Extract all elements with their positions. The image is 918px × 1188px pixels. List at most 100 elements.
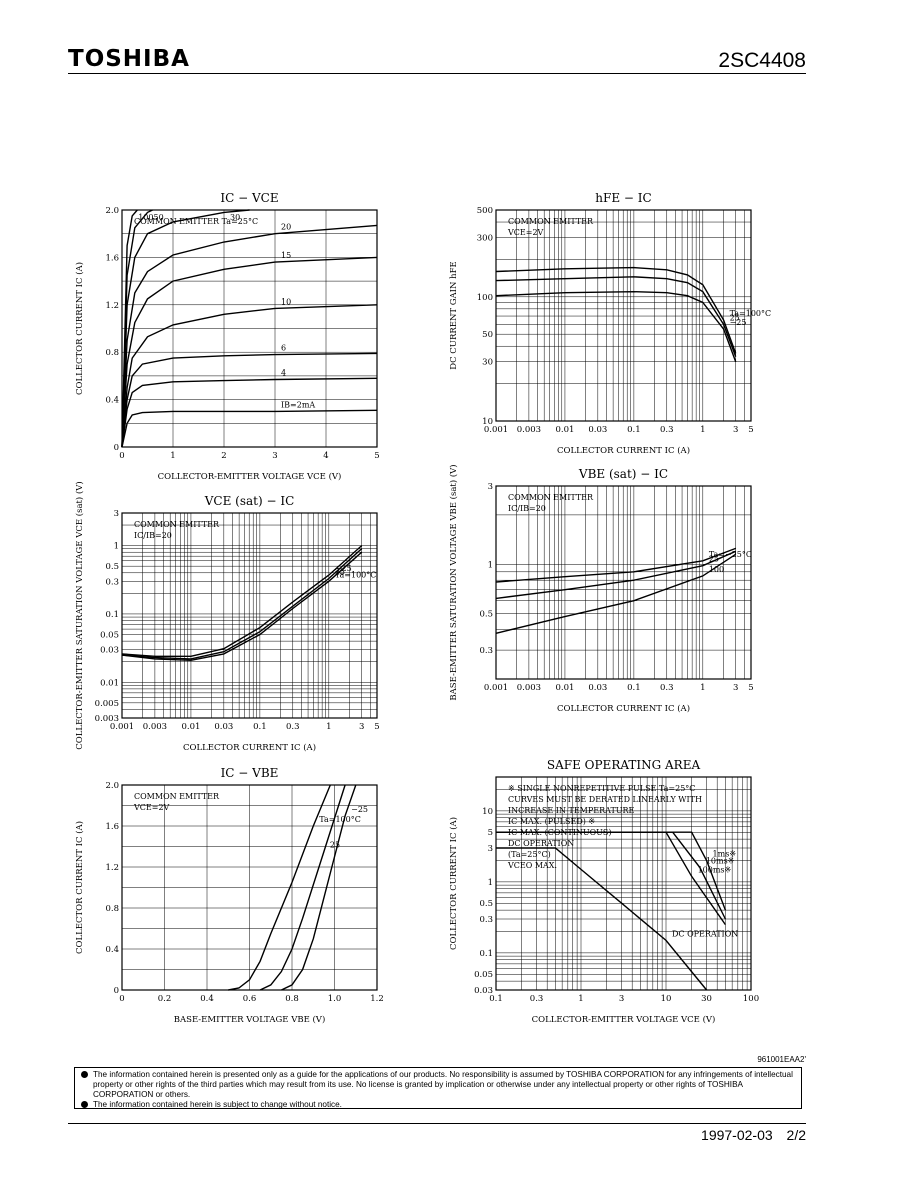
series-label: 6 bbox=[281, 344, 286, 353]
y-tick-label: 10 bbox=[482, 417, 493, 427]
x-tick-label: 0.3 bbox=[660, 425, 674, 435]
series-line bbox=[121, 224, 378, 448]
x-tick-label: 1 bbox=[578, 994, 583, 1004]
series-label: 4 bbox=[281, 368, 286, 377]
y-tick-label: 1.6 bbox=[105, 822, 119, 832]
x-tick-label: 2 bbox=[221, 451, 226, 461]
y-axis-label: COLLECTOR CURRENT IC (A) bbox=[74, 262, 85, 395]
chart-1: 0 1 2 3 4 500.40.81.21.62.0IC − VCECOLLECTOR-… bbox=[74, 191, 380, 482]
chart-annotation: COMMON EMITTER bbox=[508, 217, 594, 226]
y-tick-label: 0.5 bbox=[105, 562, 119, 572]
y-tick-label: 3 bbox=[114, 509, 119, 519]
x-axis-label: COLLECTOR CURRENT IC (A) bbox=[557, 703, 690, 714]
series-line bbox=[495, 550, 736, 600]
series-label: −25 bbox=[730, 318, 747, 327]
x-tick-label: 30 bbox=[701, 994, 712, 1004]
y-tick-label: 300 bbox=[477, 234, 493, 244]
series-label: 10 bbox=[281, 297, 291, 306]
x-tick-label: 0.1 bbox=[627, 683, 641, 693]
x-axis-label: COLLECTOR-EMITTER VOLTAGE VCE (V) bbox=[532, 1014, 716, 1025]
y-tick-label: 1.6 bbox=[105, 253, 119, 263]
x-tick-label: 1.0 bbox=[328, 994, 342, 1004]
chart-6: 0.1 0.3 1 3 10 30 100 0.03 0.05 0.1 0.3 0.5 1 3 5 10 SAF… bbox=[448, 758, 759, 1025]
series-line bbox=[121, 548, 363, 660]
y-tick-label: 1.2 bbox=[105, 863, 119, 873]
chart-title: IC − VBE bbox=[221, 766, 279, 780]
y-tick-label: 3 bbox=[488, 844, 493, 854]
x-tick-label: 3 bbox=[733, 425, 738, 435]
chart-annotation: CURVES MUST BE DERATED LINEARLY WITH bbox=[508, 795, 702, 804]
y-tick-label: 0.5 bbox=[479, 899, 493, 909]
x-tick-label: 1 bbox=[700, 683, 705, 693]
series-line bbox=[496, 831, 726, 926]
grid bbox=[122, 513, 377, 718]
plot-frame bbox=[495, 485, 752, 680]
plot-frame bbox=[121, 512, 378, 719]
y-tick-label: 0.005 bbox=[95, 699, 119, 709]
x-tick-label: 0.003 bbox=[517, 683, 541, 693]
x-tick-label: 0.001 bbox=[110, 722, 134, 732]
disclaimer-text: The information contained herein is pres… bbox=[93, 1070, 793, 1099]
chart-annotation: DC OPERATION bbox=[508, 839, 574, 848]
y-tick-label: 0.8 bbox=[105, 348, 119, 358]
series-line bbox=[281, 784, 357, 991]
x-tick-label: 3 bbox=[733, 683, 738, 693]
chart-annotation: IC MAX. (CONTINUOUS) bbox=[508, 828, 612, 837]
y-tick-label: 0 bbox=[114, 986, 119, 996]
x-tick-label: 0.6 bbox=[243, 994, 257, 1004]
series-line bbox=[121, 256, 378, 448]
y-tick-label: 1 bbox=[488, 878, 493, 888]
series-line bbox=[121, 409, 378, 448]
x-axis-label: COLLECTOR-EMITTER VOLTAGE VCE (V) bbox=[158, 471, 342, 482]
x-tick-label: 0 bbox=[119, 451, 124, 461]
chart-annotation: VCEO MAX. bbox=[507, 861, 557, 870]
header-rule bbox=[68, 73, 806, 74]
y-tick-label: 0.1 bbox=[479, 949, 493, 959]
series-label: 100 bbox=[709, 565, 724, 574]
chart-annotation: COMMON EMITTER Ta=25°C bbox=[134, 217, 258, 226]
disclaimer-text: The information contained herein is subj… bbox=[93, 1100, 342, 1109]
y-tick-label: 0.05 bbox=[100, 631, 119, 641]
chart-annotation: IC/IB=20 bbox=[508, 504, 546, 513]
x-tick-label: 0.3 bbox=[530, 994, 544, 1004]
x-tick-label: 5 bbox=[374, 451, 379, 461]
y-tick-label: 0.4 bbox=[105, 396, 119, 406]
series-line bbox=[121, 551, 363, 662]
series-label: Ta=100°C bbox=[319, 815, 361, 824]
series-line bbox=[495, 266, 737, 354]
y-tick-label: 50 bbox=[482, 330, 493, 340]
chart-annotation: IC MAX. (PULSED) ※ bbox=[508, 817, 595, 826]
series-label: 20 bbox=[281, 223, 291, 232]
y-tick-label: 0.05 bbox=[474, 970, 493, 980]
x-tick-label: 10 bbox=[661, 994, 672, 1004]
part-number: 2SC4408 bbox=[718, 49, 806, 72]
y-tick-label: 2.0 bbox=[105, 781, 119, 791]
chart-annotation: COMMON EMITTER bbox=[134, 792, 220, 801]
series-line bbox=[495, 290, 737, 362]
grid bbox=[496, 486, 751, 679]
x-tick-label: 3 bbox=[272, 451, 277, 461]
series-line bbox=[495, 547, 736, 583]
x-tick-label: 5 bbox=[748, 683, 753, 693]
x-tick-label: 0.01 bbox=[181, 722, 200, 732]
x-axis-label: COLLECTOR CURRENT IC (A) bbox=[557, 445, 690, 456]
x-tick-label: 0.1 bbox=[627, 425, 641, 435]
grid bbox=[496, 210, 751, 421]
series-label: 100 bbox=[138, 213, 153, 222]
series-label: 1ms※ bbox=[713, 850, 736, 859]
y-tick-label: 500 bbox=[477, 206, 493, 216]
y-axis-label: COLLECTOR CURRENT IC (A) bbox=[74, 821, 85, 954]
series-label: 15 bbox=[281, 251, 291, 260]
series-line bbox=[121, 209, 250, 448]
series-line bbox=[121, 545, 363, 657]
x-tick-label: 0.4 bbox=[200, 994, 214, 1004]
series-line bbox=[495, 553, 737, 634]
x-tick-label: 0.001 bbox=[484, 683, 508, 693]
document-number: 961001EAA2' bbox=[757, 1055, 806, 1064]
y-axis-label: BASE-EMITTER SATURATION VOLTAGE VBE (sat… bbox=[448, 464, 459, 700]
x-tick-label: 0.8 bbox=[285, 994, 299, 1004]
chart-annotation: ※ SINGLE NONREPETITIVE PULSE Ta=25°C bbox=[508, 784, 695, 793]
x-tick-label: 0.01 bbox=[555, 425, 574, 435]
x-tick-label: 1.2 bbox=[370, 994, 384, 1004]
